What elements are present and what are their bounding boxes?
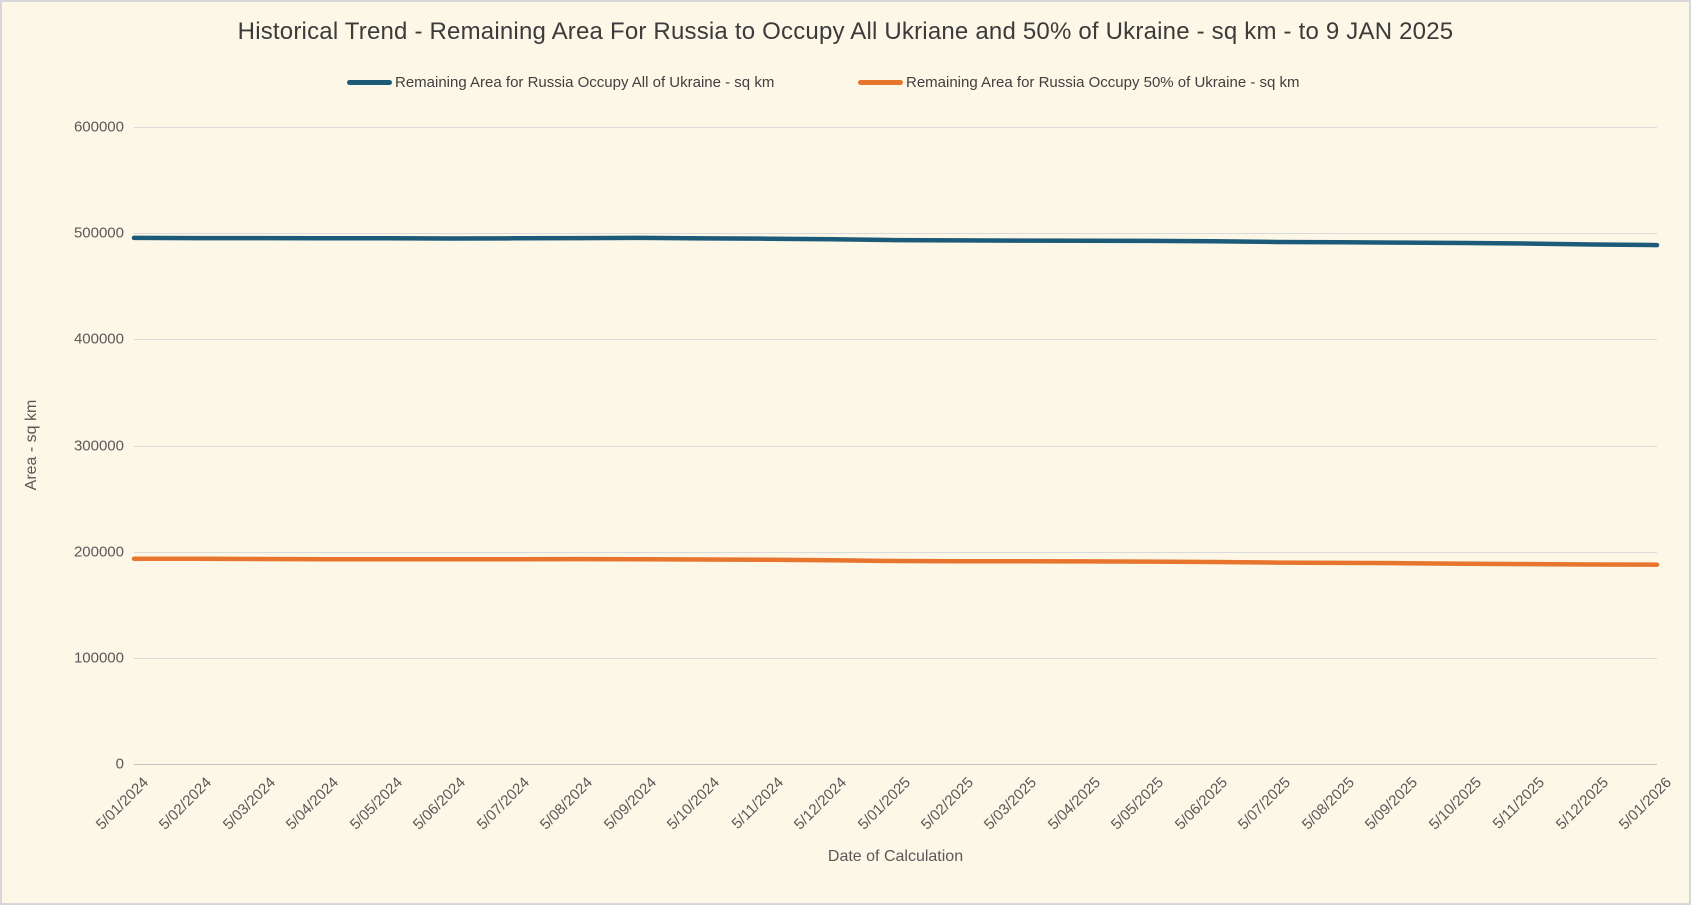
chart-legend: Remaining Area for Russia Occupy All of … [2, 72, 1689, 92]
x-tick-label-5-02-2025: 5/02/2025 [917, 774, 977, 834]
gridline-200000 [134, 551, 1657, 553]
legend-label-all-ukraine: Remaining Area for Russia Occupy All of … [395, 73, 775, 91]
y-tick-label-400000: 400000 [73, 330, 124, 348]
y-tick-label-100000: 100000 [73, 649, 124, 667]
series-line-1[interactable] [131, 556, 1660, 567]
gridline-600000 [134, 127, 1657, 128]
x-tick-label-5-01-2026: 5/01/2026 [1615, 774, 1676, 834]
x-tick-label-5-05-2025: 5/05/2025 [1108, 774, 1168, 834]
x-axis-title: Date of Calculation [827, 848, 964, 865]
plot-area [131, 127, 1660, 765]
x-tick-label-5-12-2025: 5/12/2025 [1552, 774, 1612, 834]
legend-swatch-50pct-ukraine [858, 79, 903, 85]
x-tick-label-5-01-2024: 5/01/2024 [92, 774, 153, 834]
x-tick-label-5-10-2024: 5/10/2024 [663, 774, 724, 834]
x-tick-label-5-08-2024: 5/08/2024 [537, 774, 597, 834]
x-tick-label-5-03-2025: 5/03/2025 [981, 774, 1041, 834]
x-tick-label-5-07-2024: 5/07/2024 [473, 774, 533, 834]
x-tick-label-5-12-2024: 5/12/2024 [790, 774, 851, 834]
y-tick-label-0: 0 [115, 755, 124, 773]
x-tick-label-5-06-2025: 5/06/2025 [1171, 774, 1231, 834]
x-tick-label-5-04-2025: 5/04/2025 [1044, 774, 1104, 834]
x-tick-label-5-05-2024: 5/05/2024 [346, 774, 406, 834]
y-tick-label-300000: 300000 [73, 437, 124, 454]
y-tick-label-600000: 600000 [73, 118, 124, 136]
legend-swatch-all-ukraine [347, 79, 392, 85]
x-tick-label-5-07-2025: 5/07/2025 [1235, 774, 1295, 834]
chart-title: Historical Trend - Remaining Area For Ru… [237, 18, 1454, 45]
x-tick-label-5-11-2024: 5/11/2024 [728, 774, 787, 833]
legend-item-50pct-ukraine[interactable]: Remaining Area for Russia Occupy 50% of … [858, 72, 1300, 92]
x-tick-label-5-03-2024: 5/03/2024 [219, 774, 279, 834]
x-tick-label-5-11-2025: 5/11/2025 [1489, 774, 1549, 833]
x-tick-label-5-02-2024: 5/02/2024 [156, 774, 216, 834]
x-tick-label-5-09-2025: 5/09/2025 [1361, 774, 1422, 834]
x-tick-label-5-09-2024: 5/09/2024 [600, 774, 660, 834]
series-line-0[interactable] [131, 235, 1660, 248]
y-tick-label-500000: 500000 [73, 224, 124, 242]
legend-label-50pct-ukraine: Remaining Area for Russia Occupy 50% of … [906, 73, 1300, 91]
gridline-0 [134, 764, 1657, 765]
gridline-300000 [134, 445, 1657, 447]
x-tick-label-5-04-2024: 5/04/2024 [283, 774, 343, 834]
gridline-100000 [134, 657, 1657, 659]
legend-item-all-ukraine[interactable]: Remaining Area for Russia Occupy All of … [347, 72, 774, 92]
x-tick-label-5-08-2025: 5/08/2025 [1298, 774, 1358, 834]
gridline-400000 [134, 339, 1657, 341]
x-tick-label-5-01-2025: 5/01/2025 [854, 774, 914, 834]
gridline-500000 [134, 233, 1657, 235]
x-tick-label-5-06-2024: 5/06/2024 [410, 774, 470, 834]
y-tick-label-200000: 200000 [73, 543, 124, 561]
x-tick-label-5-10-2025: 5/10/2025 [1425, 774, 1485, 834]
